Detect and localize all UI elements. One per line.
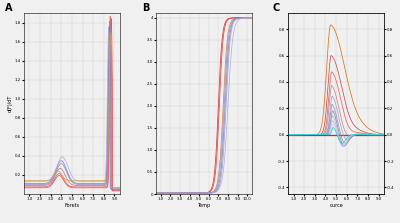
Text: B: B [142, 2, 149, 12]
Y-axis label: d(F)/dT: d(F)/dT [8, 95, 12, 112]
X-axis label: ource: ource [329, 203, 343, 208]
X-axis label: Forets: Forets [64, 203, 80, 208]
Text: C: C [273, 2, 280, 12]
X-axis label: Temp: Temp [198, 203, 210, 208]
Text: A: A [5, 2, 12, 12]
